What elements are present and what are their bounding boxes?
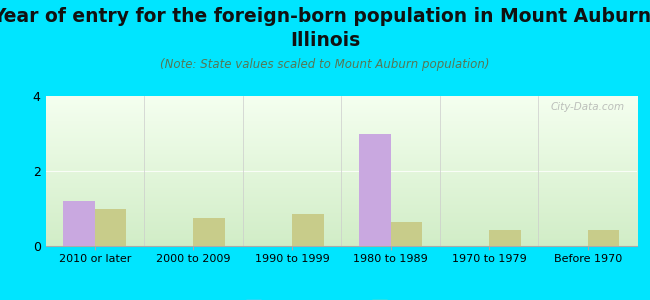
Text: (Note: State values scaled to Mount Auburn population): (Note: State values scaled to Mount Aubu…: [161, 58, 489, 71]
Bar: [391, 222, 422, 246]
Bar: [292, 214, 324, 246]
Bar: [359, 134, 391, 246]
Bar: [95, 208, 126, 246]
Bar: [63, 201, 95, 246]
Text: Illinois: Illinois: [290, 32, 360, 50]
Bar: [489, 230, 521, 246]
Legend: Mount Auburn, Illinois: Mount Auburn, Illinois: [241, 295, 441, 300]
Bar: [588, 230, 619, 246]
Text: Year of entry for the foreign-born population in Mount Auburn,: Year of entry for the foreign-born popul…: [0, 8, 650, 26]
Bar: [194, 218, 225, 246]
Text: City-Data.com: City-Data.com: [551, 102, 625, 112]
